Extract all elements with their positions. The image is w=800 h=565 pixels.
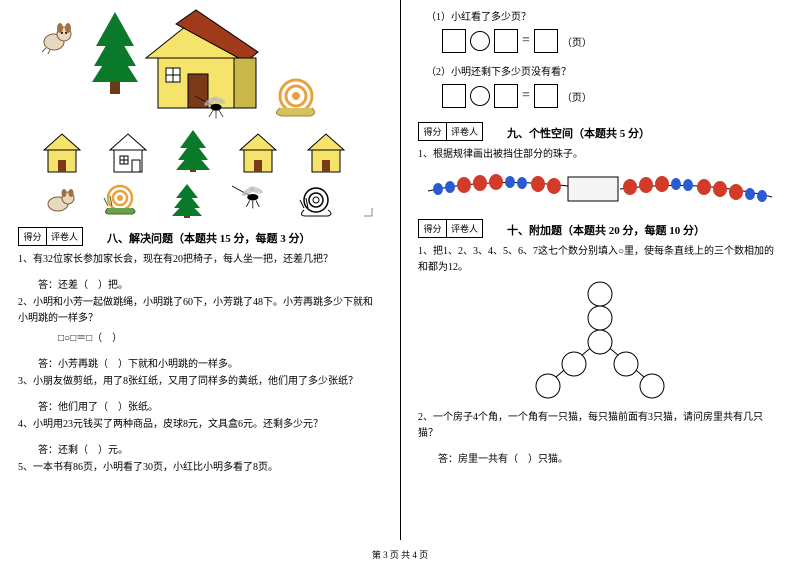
equal-sign: =	[522, 88, 530, 104]
q8-1: 1、有32位家长参加家长会，现在有20把椅子，每人坐一把，还差几把？	[18, 252, 382, 268]
a10-2: 答：房里一共有（ ）只猫。	[438, 450, 782, 465]
blank-circle	[470, 86, 490, 106]
right-column: （1）小红看了多少页？ = （页） （2）小明还剩下多少页没有看？ = （页） …	[400, 0, 800, 540]
score-box-8: 得分 评卷人	[18, 227, 83, 246]
left-column: 得分 评卷人 八、解决问题（本题共 15 分，每题 3 分） 1、有32位家长参…	[0, 0, 400, 540]
blank-square	[534, 84, 558, 108]
section-8-title: 八、解决问题（本题共 15 分，每题 3 分）	[107, 230, 311, 246]
main-illustration	[18, 6, 382, 221]
blank-square	[442, 29, 466, 53]
page-footer: 第 3 页 共 4 页	[0, 548, 800, 561]
q5-sub1: （1）小红看了多少页？	[426, 8, 782, 23]
a8-1: 答：还差（ ）把。	[38, 276, 382, 291]
q10-1: 1、把1、2、3、4、5、6、7这七个数分别填入○里，使每条直线上的三个数相加的…	[418, 244, 782, 276]
a8-2: 答：小芳再跳（ ）下就和小明跳的一样多。	[38, 355, 382, 370]
score-label: 得分	[419, 123, 447, 140]
eq-line-1: = （页）	[442, 29, 782, 53]
circle-graph	[520, 280, 680, 400]
q8-4: 4、小明用23元钱买了两种商品，皮球8元，文具盒6元。还剩多少元？	[18, 417, 382, 433]
blank-square	[534, 29, 558, 53]
q8-5: 5、一本书有86页，小明看了30页，小红比小明多看了8页。	[18, 460, 382, 476]
unit-pages: （页）	[562, 34, 592, 49]
q8-2: 2、小明和小芳一起做跳绳，小明跳了60下，小芳跳了48下。小芳再跳多少下就和小明…	[18, 295, 382, 327]
a8-4: 答：还剩（ ）元。	[38, 441, 382, 456]
score-box-10: 得分 评卷人	[418, 219, 483, 238]
blank-circle	[470, 31, 490, 51]
unit-pages: （页）	[562, 89, 592, 104]
q5-sub2: （2）小明还剩下多少页没有看？	[426, 63, 782, 78]
grader-label: 评卷人	[447, 123, 482, 140]
blank-square	[494, 29, 518, 53]
grader-label: 评卷人	[47, 228, 82, 245]
score-label: 得分	[19, 228, 47, 245]
beads-illustration	[418, 169, 782, 209]
q8-2-eq: □○□＝□（ ）	[58, 331, 382, 347]
equal-sign: =	[522, 33, 530, 49]
score-box-9: 得分 评卷人	[418, 122, 483, 141]
q8-3: 3、小朋友做剪纸，用了8张红纸，又用了同样多的黄纸，他们用了多少张纸？	[18, 374, 382, 390]
blank-square	[442, 84, 466, 108]
q9-1: 1、根据规律画出被挡住部分的珠子。	[418, 147, 782, 163]
a8-3: 答：他们用了（ ）张纸。	[38, 398, 382, 413]
q10-2: 2、一个房子4个角，一个角有一只猫，每只猫前面有3只猫，请问房里共有几只猫？	[418, 410, 782, 442]
eq-line-2: = （页）	[442, 84, 782, 108]
score-label: 得分	[419, 220, 447, 237]
blank-square	[494, 84, 518, 108]
section-9-title: 九、个性空间（本题共 5 分）	[507, 125, 650, 141]
grader-label: 评卷人	[447, 220, 482, 237]
section-10-title: 十、附加题（本题共 20 分，每题 10 分）	[507, 222, 705, 238]
